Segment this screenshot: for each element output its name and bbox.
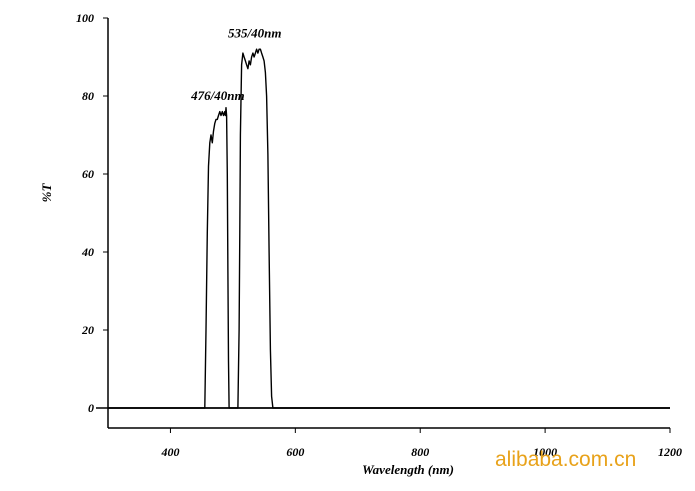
axes (96, 18, 670, 429)
x-tick-label: 1200 (658, 445, 682, 459)
labels: Wavelength (nm) %T alibaba.com.cn 476/40… (39, 26, 636, 478)
series-line-1 (108, 106, 670, 409)
y-tick-label: 60 (82, 167, 94, 181)
x-tick-label: 800 (411, 445, 429, 459)
x-axis-label: Wavelength (nm) (362, 462, 454, 477)
x-tick-label: 1000 (533, 445, 557, 459)
ticks: 0 20 40 60 80 100 400 600 800 1000 1200 (76, 11, 682, 459)
y-tick-label: 40 (81, 245, 94, 259)
peak-label-1: 476/40nm (190, 88, 244, 103)
series-group (108, 48, 670, 409)
series-line-2 (108, 48, 670, 409)
y-axis-label: %T (39, 183, 54, 203)
watermark: alibaba.com.cn (495, 448, 636, 471)
x-tick-label: 400 (160, 445, 179, 459)
x-tick-label: 600 (286, 445, 304, 459)
y-tick-label: 80 (82, 89, 94, 103)
y-tick-label: 20 (81, 323, 94, 337)
peak-label-2: 535/40nm (228, 26, 281, 41)
y-tick-label: 100 (76, 11, 94, 25)
y-tick-label: 0 (88, 401, 94, 415)
